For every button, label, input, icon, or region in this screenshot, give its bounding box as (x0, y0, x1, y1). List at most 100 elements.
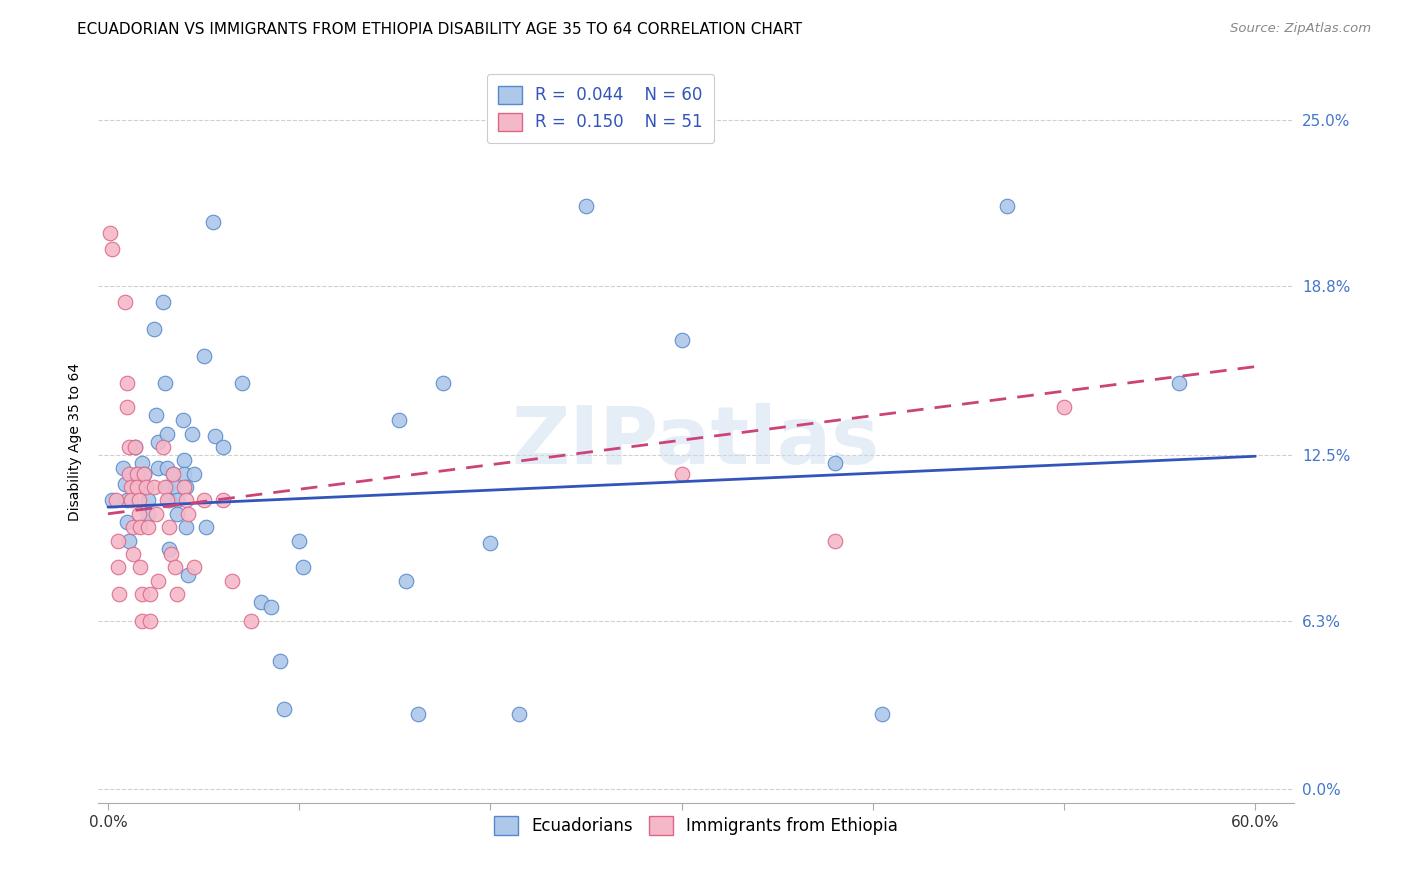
Point (120, 493, 142, 508)
Point (273, 702, 295, 716)
Point (156, 461, 179, 475)
Point (183, 467, 205, 481)
Point (162, 467, 184, 481)
Point (152, 295, 174, 310)
Point (671, 467, 693, 481)
Point (118, 467, 141, 481)
Point (152, 440, 174, 454)
Point (671, 333, 693, 347)
Point (1053, 400, 1076, 414)
Point (183, 560, 205, 574)
Point (231, 376, 253, 390)
Point (211, 440, 233, 454)
Point (135, 480, 157, 494)
Point (193, 493, 215, 508)
Point (142, 322, 165, 336)
Point (202, 215, 225, 229)
Point (156, 493, 179, 508)
Point (432, 376, 454, 390)
Point (146, 434, 169, 449)
Text: ZIPatlas: ZIPatlas (512, 402, 880, 481)
Point (193, 349, 215, 363)
Point (155, 376, 177, 390)
Point (115, 493, 138, 508)
Point (176, 520, 198, 534)
Point (156, 426, 179, 441)
Point (1167, 376, 1189, 390)
Point (146, 574, 169, 588)
Point (134, 467, 156, 481)
Point (872, 707, 894, 722)
Text: Source: ZipAtlas.com: Source: ZipAtlas.com (1230, 22, 1371, 36)
Text: ECUADORIAN VS IMMIGRANTS FROM ETHIOPIA DISABILITY AGE 35 TO 64 CORRELATION CHART: ECUADORIAN VS IMMIGRANTS FROM ETHIOPIA D… (77, 22, 803, 37)
Point (508, 707, 530, 722)
Point (131, 456, 153, 470)
Point (155, 480, 177, 494)
Point (108, 587, 131, 601)
Point (98, 226, 121, 240)
Point (575, 199, 598, 213)
Point (129, 560, 152, 574)
Point (136, 493, 159, 508)
Point (824, 533, 846, 548)
Point (221, 574, 243, 588)
Point (250, 595, 273, 609)
Point (479, 536, 502, 550)
Point (292, 560, 315, 574)
Point (824, 456, 846, 470)
Point (112, 461, 135, 475)
Point (124, 440, 146, 454)
Point (131, 587, 153, 601)
Point (288, 533, 311, 548)
Point (163, 560, 186, 574)
Point (118, 533, 141, 548)
Point (166, 493, 188, 508)
Y-axis label: Disability Age 35 to 64: Disability Age 35 to 64 (69, 362, 83, 521)
Point (157, 541, 180, 556)
Point (240, 614, 263, 628)
Point (172, 413, 194, 427)
Point (204, 429, 226, 443)
Point (176, 480, 198, 494)
Point (121, 520, 143, 534)
Point (388, 413, 411, 427)
Point (156, 480, 179, 494)
Point (211, 493, 233, 508)
Point (107, 533, 129, 548)
Point (157, 493, 180, 508)
Point (177, 507, 200, 521)
Point (139, 587, 162, 601)
Point (166, 587, 188, 601)
Point (157, 520, 180, 534)
Point (160, 547, 183, 561)
Point (115, 400, 138, 414)
Point (173, 480, 195, 494)
Point (114, 295, 136, 310)
Point (181, 426, 204, 441)
Point (136, 520, 159, 534)
Point (101, 242, 124, 256)
Point (107, 560, 129, 574)
Point (135, 480, 157, 494)
Point (128, 493, 150, 508)
Point (121, 547, 143, 561)
Point (114, 477, 136, 491)
Point (406, 707, 429, 722)
Point (269, 654, 291, 668)
Point (134, 467, 156, 481)
Legend: Ecuadorians, Immigrants from Ethiopia: Ecuadorians, Immigrants from Ethiopia (484, 806, 908, 845)
Point (104, 493, 127, 508)
Point (177, 568, 200, 582)
Point (173, 467, 195, 481)
Point (395, 574, 418, 588)
Point (194, 520, 217, 534)
Point (124, 440, 146, 454)
Point (131, 614, 153, 628)
Point (125, 467, 148, 481)
Point (145, 507, 167, 521)
Point (118, 440, 141, 454)
Point (115, 376, 138, 390)
Point (125, 480, 148, 494)
Point (101, 493, 124, 508)
Point (120, 480, 142, 494)
